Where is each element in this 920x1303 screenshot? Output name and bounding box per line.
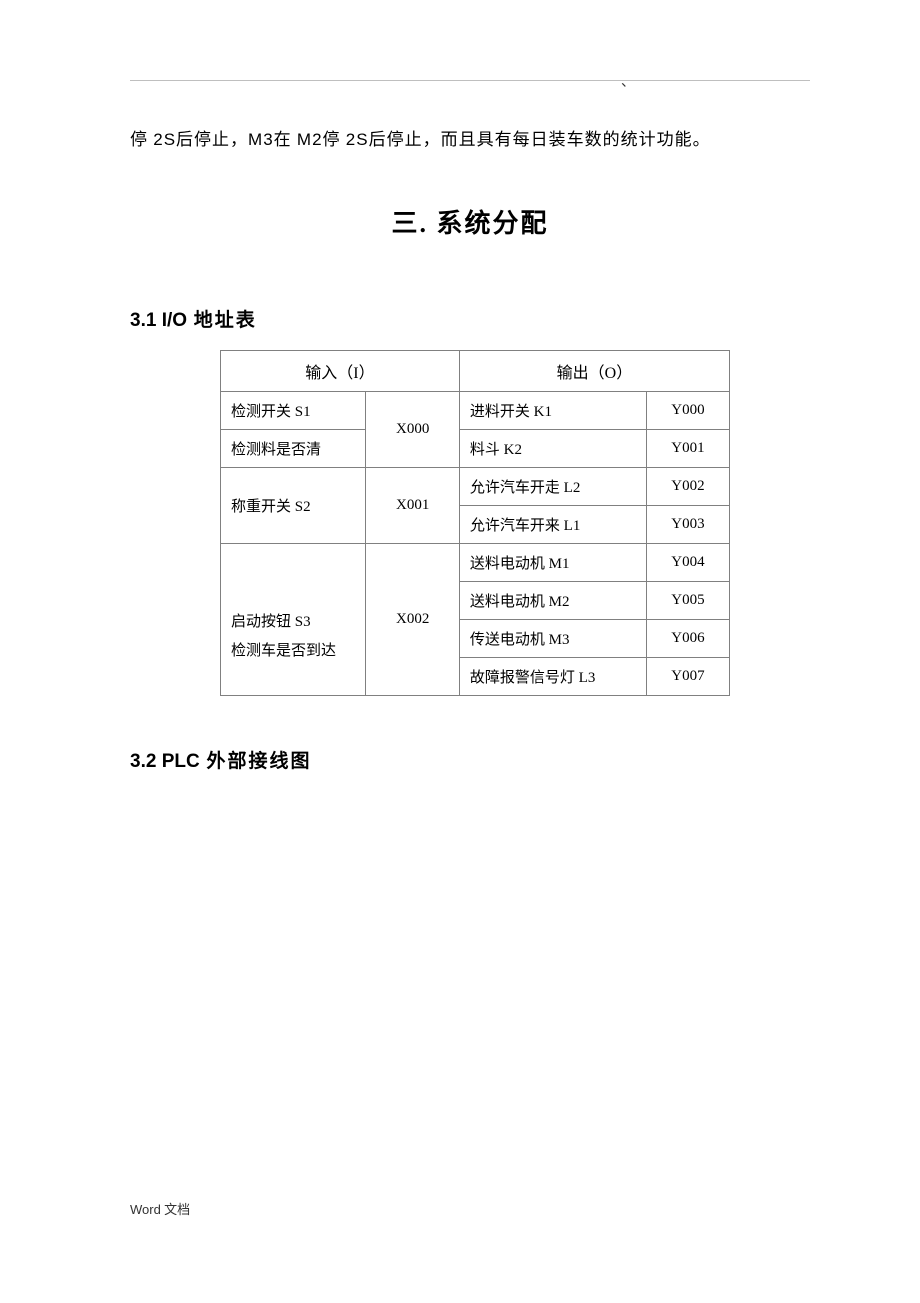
table-header-row: 输入（I） 输出（O）	[221, 351, 730, 392]
cell-in-desc-block: 启动按钮 S3 检测车是否到达	[221, 544, 366, 696]
subsection-text: 地址表	[187, 310, 257, 331]
cell-in-desc: 检测开关 S1	[221, 392, 366, 430]
header-rule: 、	[130, 80, 810, 81]
io-table: 输入（I） 输出（O） 检测开关 S1 X000 进料开关 K1 Y000 检测…	[220, 350, 730, 696]
io-table-wrap: 输入（I） 输出（O） 检测开关 S1 X000 进料开关 K1 Y000 检测…	[220, 350, 810, 696]
header-tick: 、	[621, 71, 635, 91]
text-seg: 后停止，	[176, 130, 248, 149]
subsection-31: 3.1 I/O 地址表	[130, 305, 810, 332]
text-seg: 停	[130, 130, 153, 149]
page: 、 停 2S后停止，M3在 M2停 2S后停止，而且具有每日装车数的统计功能。 …	[0, 0, 920, 773]
cell-in-addr: X000	[366, 392, 459, 468]
text-latin: M2	[297, 130, 323, 149]
cell-in-desc: 启动按钮 S3	[231, 610, 355, 631]
cell-in-desc: 检测料是否清	[221, 430, 366, 468]
cell-out-desc: 故障报警信号灯 L3	[459, 658, 646, 696]
subsection-32: 3.2 PLC 外部接线图	[130, 746, 810, 773]
cell-in-desc: 称重开关 S2	[221, 468, 366, 544]
cell-out-addr: Y004	[646, 544, 729, 582]
cell-out-addr: Y003	[646, 506, 729, 544]
section-title: 三. 系统分配	[130, 203, 810, 240]
cell-out-desc: 料斗 K2	[459, 430, 646, 468]
cell-out-addr: Y005	[646, 582, 729, 620]
cell-out-desc: 送料电动机 M2	[459, 582, 646, 620]
cell-out-desc: 允许汽车开走 L2	[459, 468, 646, 506]
th-input: 输入（I）	[221, 351, 460, 392]
cell-in-addr: X001	[366, 468, 459, 544]
table-row: 启动按钮 S3 检测车是否到达 X002 送料电动机 M1 Y004	[221, 544, 730, 582]
table-row: 检测料是否清 料斗 K2 Y001	[221, 430, 730, 468]
subsection-num: 3.1 I/O	[130, 310, 187, 331]
cell-out-desc: 允许汽车开来 L1	[459, 506, 646, 544]
text-latin: M3	[248, 130, 274, 149]
cell-out-addr: Y001	[646, 430, 729, 468]
text-latin: 2S	[153, 130, 176, 149]
subsection-num: 3.2 PLC	[130, 751, 200, 772]
th-output: 输出（O）	[459, 351, 729, 392]
body-paragraph: 停 2S后停止，M3在 M2停 2S后停止，而且具有每日装车数的统计功能。	[130, 126, 810, 153]
text-seg: 后停止，而且具有每日装车数的统计功能。	[369, 130, 711, 149]
cell-out-desc: 进料开关 K1	[459, 392, 646, 430]
footer-latin: Word	[130, 1202, 161, 1217]
cell-out-addr: Y000	[646, 392, 729, 430]
cell-out-addr: Y007	[646, 658, 729, 696]
table-row: 称重开关 S2 X001 允许汽车开走 L2 Y002	[221, 468, 730, 506]
footer-text: 文档	[161, 1202, 190, 1217]
text-seg: 停	[323, 130, 346, 149]
text-seg: 在	[274, 130, 297, 149]
cell-in-desc: 检测车是否到达	[231, 639, 355, 660]
cell-out-desc: 传送电动机 M3	[459, 620, 646, 658]
cell-in-addr: X002	[366, 544, 459, 696]
cell-out-addr: Y002	[646, 468, 729, 506]
footer: Word 文档	[130, 1199, 190, 1218]
text-latin: 2S	[346, 130, 369, 149]
table-row: 检测开关 S1 X000 进料开关 K1 Y000	[221, 392, 730, 430]
cell-out-desc: 送料电动机 M1	[459, 544, 646, 582]
subsection-text: 外部接线图	[200, 751, 312, 772]
cell-out-addr: Y006	[646, 620, 729, 658]
